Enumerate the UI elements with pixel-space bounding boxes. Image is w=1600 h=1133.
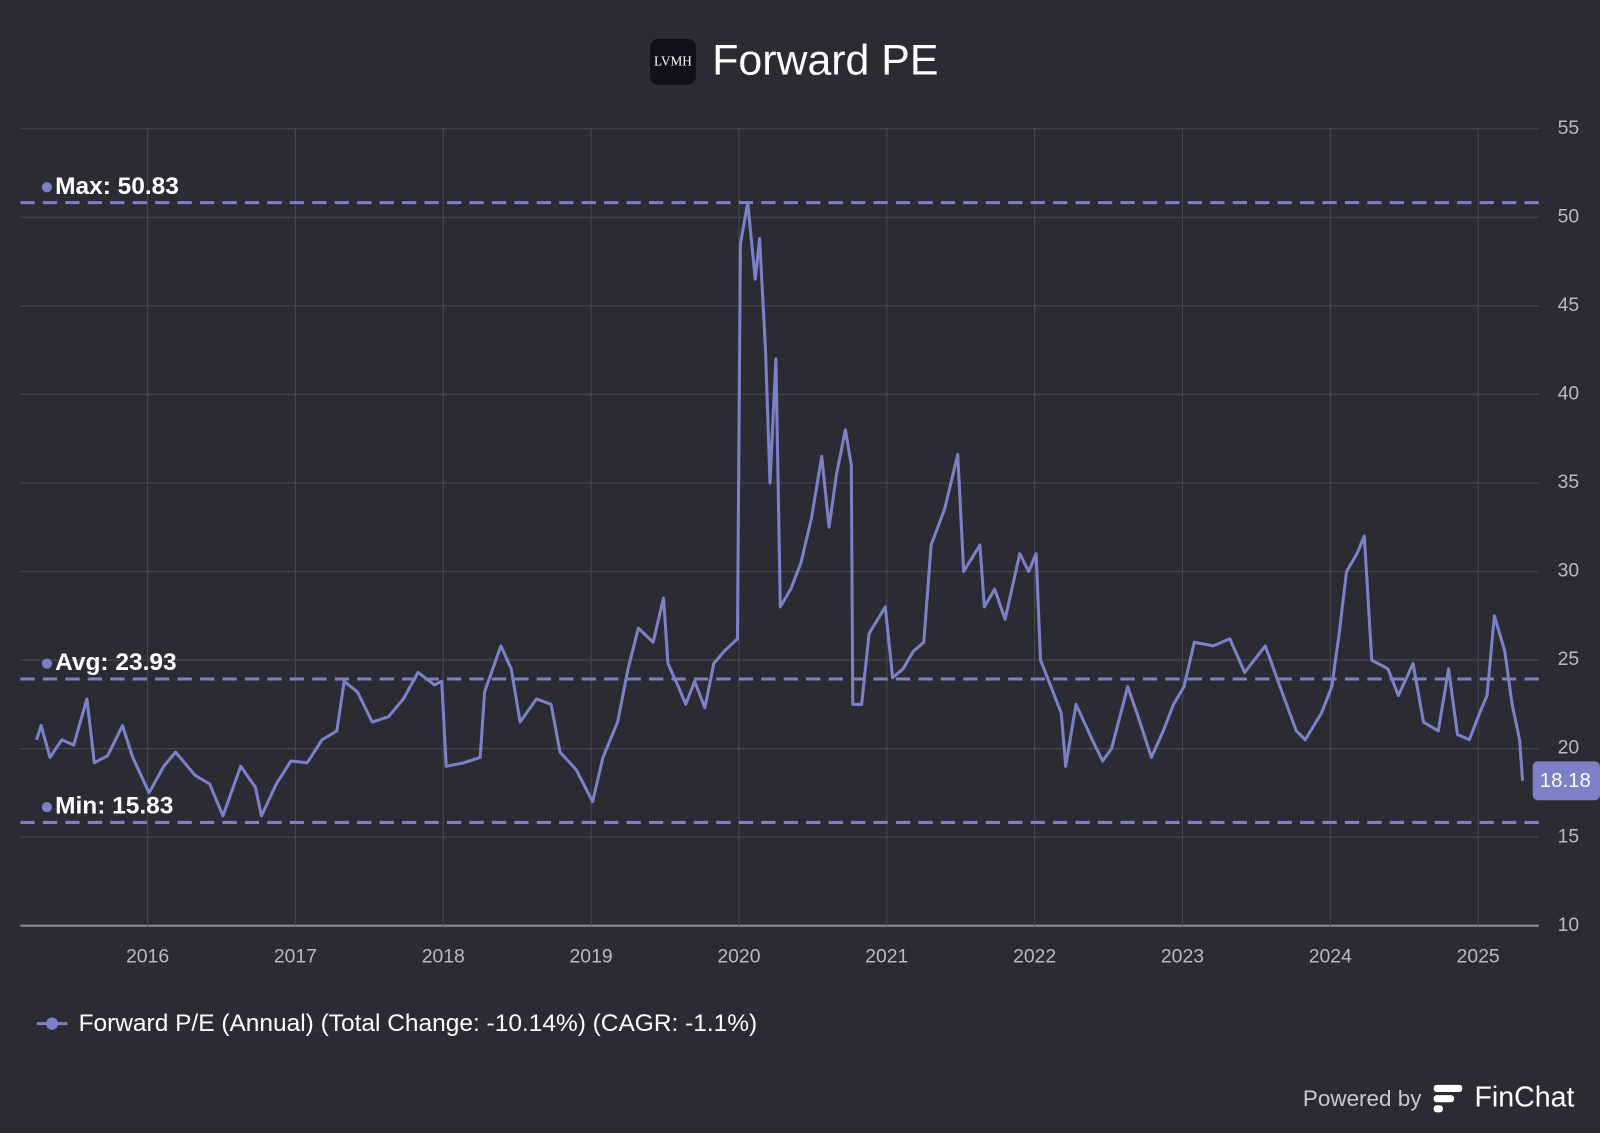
reference-dot xyxy=(41,658,53,669)
x-tick-label: 2018 xyxy=(422,945,465,967)
logo-text: LVMH xyxy=(654,53,692,68)
y-tick-label: 20 xyxy=(1558,737,1580,759)
reference-label: Avg: 23.93 xyxy=(55,649,177,676)
y-tick-label: 45 xyxy=(1558,294,1580,316)
y-tick-label: 50 xyxy=(1558,205,1580,227)
x-tick-label: 2023 xyxy=(1161,945,1204,967)
y-tick-label: 30 xyxy=(1558,560,1580,582)
brand: FinChat xyxy=(1474,1082,1574,1114)
x-tick-label: 2025 xyxy=(1457,945,1500,967)
logo xyxy=(650,38,696,85)
reference-dot xyxy=(41,802,53,813)
y-tick-label: 10 xyxy=(1558,914,1580,936)
brand-icon-bar xyxy=(1433,1095,1455,1103)
y-tick-label: 55 xyxy=(1558,117,1580,139)
legend-marker xyxy=(45,1017,59,1030)
legend-label: Forward P/E (Annual) (Total Change: -10.… xyxy=(79,1010,758,1037)
reference-label: Min: 15.83 xyxy=(55,793,173,820)
brand-icon-bar xyxy=(1433,1084,1463,1093)
data-line xyxy=(35,201,1525,818)
x-tick-label: 2021 xyxy=(865,945,908,967)
y-tick-label: 40 xyxy=(1558,383,1580,405)
chart-title: Forward PE xyxy=(712,37,938,85)
brand-icon xyxy=(1433,1084,1463,1113)
end-label: 18.18 xyxy=(1540,770,1591,792)
x-tick-label: 2022 xyxy=(1013,945,1056,967)
end-label-box xyxy=(1532,761,1600,801)
y-tick-label: 35 xyxy=(1558,471,1580,493)
x-tick-label: 2016 xyxy=(126,945,169,967)
brand-icon-bar xyxy=(1433,1105,1443,1113)
reference-label: Max: 50.83 xyxy=(55,173,179,200)
x-tick-label: 2019 xyxy=(570,945,613,967)
x-tick-label: 2020 xyxy=(717,945,760,967)
legend: Forward P/E (Annual) (Total Change: -10.… xyxy=(36,1010,758,1037)
y-tick-label: 25 xyxy=(1558,648,1580,670)
y-tick-label: 15 xyxy=(1558,825,1580,847)
x-tick-label: 2024 xyxy=(1309,945,1352,967)
x-tick-label: 2017 xyxy=(274,945,317,967)
powered-by: Powered by xyxy=(1303,1086,1422,1111)
reference-dot xyxy=(41,182,53,193)
